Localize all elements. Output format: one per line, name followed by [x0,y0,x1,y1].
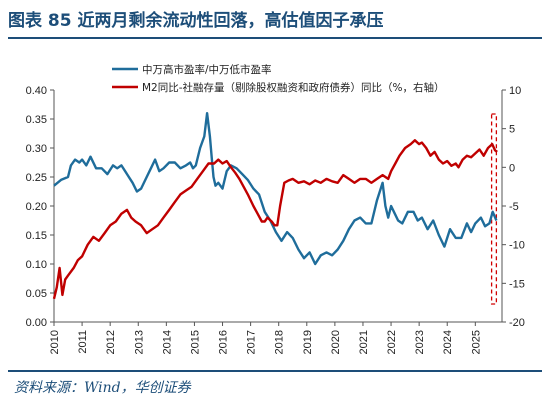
x-tick-label: 2012 [105,330,117,354]
source-note: 资料来源：Wind，华创证券 [14,380,191,396]
series-line-liquidity [52,139,498,300]
right-tick-label: -15 [509,278,525,290]
x-tick-label: 2024 [442,330,454,354]
x-tick-label: 2018 [274,330,286,354]
page-title: 图表 85 近两月剩余流动性回落，高估值因子承压 [8,11,384,31]
left-tick-label: 0.10 [26,259,47,271]
legend-label: M2同比-社融存量（剔除股权融资和政府债券）同比（%，右轴） [142,81,445,94]
highlight-box [490,113,498,305]
series-line-pe-ratio [53,112,498,266]
right-tick-label: 10 [509,85,521,97]
x-tick-label: 2015 [189,330,201,354]
x-tick-label: 2025 [470,330,482,354]
left-tick-label: 0.15 [26,230,47,242]
x-tick-label: 2023 [414,330,426,354]
x-tick-label: 2014 [161,330,173,354]
x-tick-label: 2019 [302,330,314,354]
right-tick-label: 0 [509,162,515,174]
chart-series [52,112,498,300]
x-tick-label: 2020 [330,330,342,354]
left-tick-label: 0.00 [26,317,47,329]
x-tick-label: 2016 [218,330,230,354]
left-tick-label: 0.25 [26,172,47,184]
title-divider [8,37,542,39]
right-tick-label: -10 [509,240,525,252]
left-tick-label: 0.40 [26,85,47,97]
chart-axes: 0.00 0.05 0.10 0.15 0.20 0.25 0.30 0.35 0.40 -20 -… [26,85,525,354]
x-tick-label: 2021 [358,330,370,354]
x-tick-label: 2013 [133,330,145,354]
x-tick-label: 2010 [49,330,61,354]
x-tick-label: 2022 [386,330,398,354]
left-tick-label: 0.30 [26,143,47,155]
x-tick-label: 2011 [77,330,89,354]
left-tick-label: 0.35 [26,114,47,126]
legend-label: 中万高市盈率/中万低市盈率 [142,63,272,76]
right-tick-label: -20 [509,317,525,329]
left-tick-label: 0.05 [26,288,47,300]
right-tick-label: -5 [509,201,519,213]
chart-legend: 中万高市盈率/中万低市盈率 M2同比-社融存量（剔除股权融资和政府债券）同比（%，… [112,63,445,94]
left-tick-label: 0.20 [26,201,47,213]
footer-divider [8,370,542,372]
x-tick-label: 2017 [246,330,258,354]
right-tick-label: 5 [509,124,515,136]
